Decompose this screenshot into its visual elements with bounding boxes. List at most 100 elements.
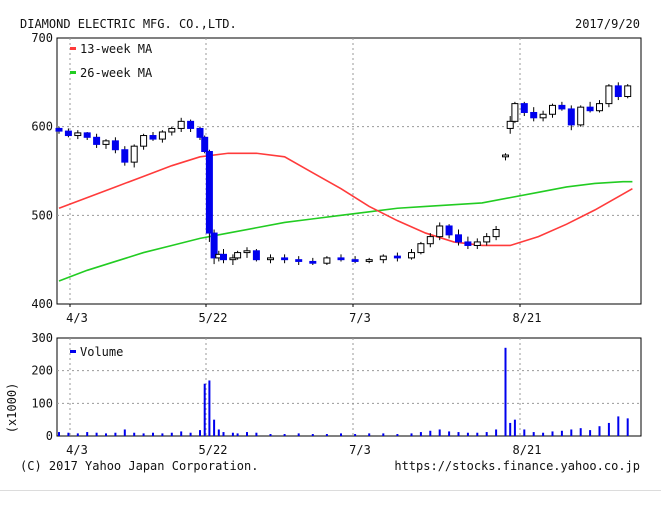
volume-bar bbox=[551, 431, 554, 436]
volume-bar bbox=[598, 426, 601, 436]
legend-ma13-swatch bbox=[70, 47, 76, 50]
legend-volume-swatch bbox=[70, 350, 76, 353]
volume-bar bbox=[476, 432, 479, 436]
candle-body bbox=[267, 257, 274, 261]
volume-x-tick-label: 7/3 bbox=[349, 443, 371, 457]
volume-bar bbox=[542, 432, 545, 436]
chart-date: 2017/9/20 bbox=[574, 17, 640, 31]
candle-body bbox=[365, 259, 373, 262]
volume-bar bbox=[123, 429, 126, 436]
volume-bar bbox=[217, 429, 220, 436]
volume-bar bbox=[560, 430, 563, 436]
candle-body bbox=[337, 257, 345, 261]
volume-bar bbox=[354, 434, 357, 436]
volume-bar bbox=[419, 432, 422, 436]
candle-body bbox=[243, 250, 251, 254]
candle-body bbox=[464, 241, 472, 246]
candle-body bbox=[506, 120, 514, 129]
candle-body bbox=[121, 149, 129, 163]
volume-bar bbox=[114, 432, 117, 436]
candle-body bbox=[483, 236, 491, 243]
volume-bar bbox=[513, 419, 516, 436]
candle-body bbox=[549, 104, 556, 115]
volume-bar bbox=[203, 383, 206, 436]
volume-bar bbox=[626, 418, 629, 436]
company-title: DIAMOND ELECTRIC MFG. CO.,LTD. bbox=[20, 17, 237, 31]
volume-panel-frame bbox=[56, 337, 642, 437]
volume-bar bbox=[142, 433, 145, 436]
candle-body bbox=[393, 255, 401, 259]
price-x-tick-label: 7/3 bbox=[349, 311, 371, 325]
candle-body bbox=[83, 132, 91, 138]
volume-bar bbox=[368, 433, 371, 436]
candle-body bbox=[624, 85, 632, 98]
price-y-tick-label: 500 bbox=[31, 208, 53, 222]
candle-body bbox=[252, 250, 260, 261]
volume-bar bbox=[133, 432, 136, 436]
price-x-tick-label: 8/21 bbox=[513, 311, 542, 325]
price-y-tick-label: 700 bbox=[31, 31, 53, 45]
candle-body bbox=[130, 145, 138, 163]
candle-body bbox=[210, 232, 218, 259]
candle-body bbox=[351, 259, 359, 262]
candle-body bbox=[205, 150, 213, 234]
volume-bar bbox=[429, 430, 432, 436]
source-url: https://stocks.finance.yahoo.co.jp bbox=[394, 459, 640, 473]
volume-bar bbox=[236, 433, 239, 436]
volume-bar bbox=[607, 422, 610, 436]
candle-body bbox=[539, 113, 547, 119]
candle-body bbox=[426, 236, 434, 245]
candle-body bbox=[196, 127, 204, 138]
volume-bar bbox=[283, 434, 286, 436]
volume-y-tick-label: 0 bbox=[46, 429, 53, 443]
candle-body bbox=[455, 234, 462, 243]
candle-body bbox=[64, 130, 72, 137]
legend-volume-label: Volume bbox=[80, 345, 123, 359]
candle-body bbox=[530, 111, 538, 119]
footer-divider bbox=[0, 490, 661, 491]
volume-bar bbox=[523, 429, 526, 436]
volume-bar bbox=[457, 432, 460, 436]
candle-body bbox=[323, 257, 331, 264]
candle-body bbox=[492, 229, 500, 238]
candle-body bbox=[187, 120, 195, 129]
volume-y-tick-label: 200 bbox=[31, 364, 53, 378]
volume-bar bbox=[208, 380, 211, 436]
volume-bar bbox=[570, 429, 573, 436]
volume-bar bbox=[382, 433, 385, 436]
volume-bar bbox=[410, 433, 413, 436]
candle-body bbox=[502, 154, 509, 158]
candle-body bbox=[295, 259, 303, 262]
volume-bar bbox=[485, 432, 488, 436]
candle-body bbox=[201, 136, 209, 152]
candle-body bbox=[102, 140, 110, 145]
candle-body bbox=[511, 103, 519, 122]
price-x-tick-label: 4/3 bbox=[66, 311, 88, 325]
volume-bar bbox=[180, 431, 183, 436]
candle-body bbox=[309, 260, 317, 264]
volume-bar bbox=[340, 433, 342, 436]
volume-bar bbox=[579, 428, 582, 436]
candle-body bbox=[408, 252, 415, 259]
candle-body bbox=[605, 85, 613, 105]
volume-bar bbox=[199, 430, 201, 436]
volume-bar bbox=[152, 432, 154, 436]
volume-bar bbox=[161, 433, 164, 436]
volume-x-tick-label: 4/3 bbox=[66, 443, 88, 457]
volume-bar bbox=[297, 433, 300, 436]
volume-bar bbox=[532, 432, 535, 436]
candle-body bbox=[436, 225, 444, 238]
candle-body bbox=[140, 135, 148, 147]
volume-bar bbox=[86, 432, 89, 436]
volume-y-tick-label: 100 bbox=[31, 396, 53, 410]
candle-body bbox=[417, 243, 425, 254]
volume-bar bbox=[189, 432, 192, 436]
legend-ma26-label: 26-week MA bbox=[80, 66, 153, 80]
volume-bar bbox=[311, 434, 314, 436]
volume-bar bbox=[466, 432, 469, 436]
price-x-tick-label: 5/22 bbox=[199, 311, 228, 325]
volume-bar bbox=[495, 429, 498, 436]
volume-bar bbox=[76, 433, 79, 436]
candle-body bbox=[168, 127, 176, 133]
